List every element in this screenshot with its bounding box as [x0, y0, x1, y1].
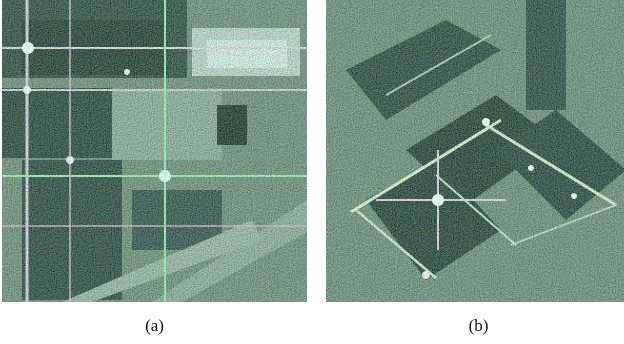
- sar-image-panel-b: [326, 0, 624, 302]
- panel-a-caption: (a): [145, 316, 164, 335]
- panel-b-caption: (b): [468, 316, 489, 335]
- sar-image-b: [326, 0, 624, 302]
- sar-image-panel-a: [2, 0, 307, 302]
- sar-image-a: [2, 0, 307, 302]
